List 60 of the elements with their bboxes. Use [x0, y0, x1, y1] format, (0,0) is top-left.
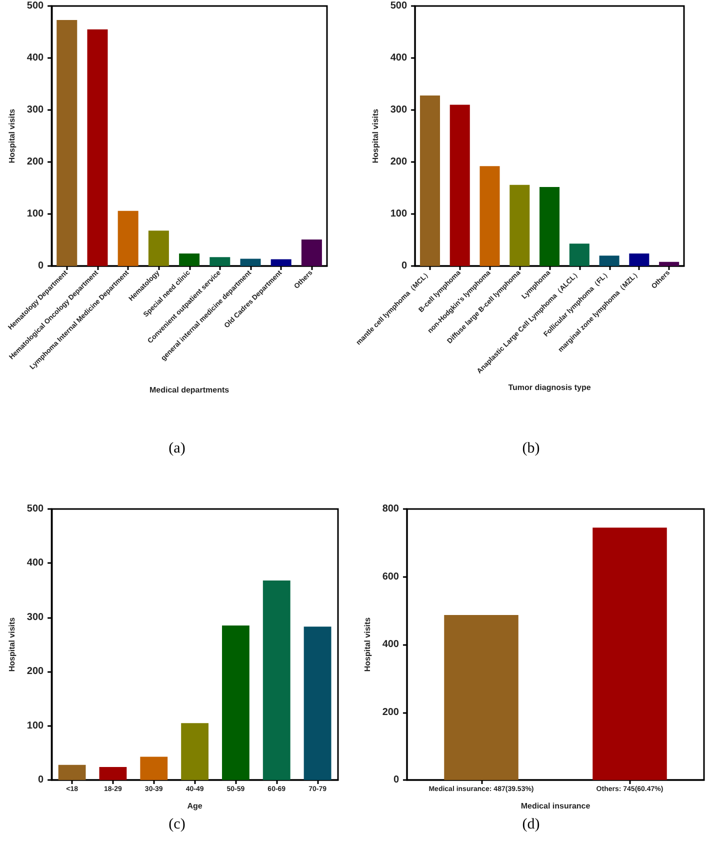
bar — [140, 756, 168, 780]
y-tick-label: 500 — [26, 504, 44, 514]
y-axis-title: Hospital visits — [370, 108, 380, 164]
y-tick-label: 400 — [26, 52, 44, 64]
y-tick-label: 400 — [382, 639, 400, 650]
bar — [420, 95, 440, 266]
y-axis-title: Hospital visits — [8, 108, 16, 164]
bar — [262, 580, 290, 780]
y-tick-label: 400 — [26, 558, 44, 569]
y-tick-label: 200 — [26, 156, 44, 168]
y-tick-label: 500 — [390, 0, 408, 12]
bar — [629, 254, 650, 266]
bar — [148, 230, 169, 266]
bar — [58, 764, 86, 780]
bar — [569, 244, 590, 266]
y-tick-label: 200 — [26, 666, 44, 678]
y-tick-label: 200 — [382, 706, 400, 718]
bar — [510, 184, 530, 266]
x-axis-title: Medical insurance — [520, 802, 591, 810]
y-tick-label: 0 — [38, 260, 44, 272]
bar — [480, 166, 500, 266]
bar — [210, 257, 230, 266]
y-tick-label: 800 — [382, 504, 400, 514]
bar — [540, 186, 560, 266]
bar — [659, 262, 680, 266]
y-tick-label: 300 — [26, 612, 44, 623]
bar — [270, 259, 292, 266]
y-tick-label: 0 — [38, 774, 44, 786]
y-tick-label: 400 — [390, 52, 408, 64]
y-tick-label: 100 — [390, 208, 408, 220]
text: (d) — [522, 816, 540, 832]
y-tick-label: 500 — [26, 0, 44, 12]
y-tick-label: 0 — [401, 260, 408, 272]
y-tick-label: 100 — [26, 720, 44, 732]
bar — [450, 104, 470, 266]
bar — [179, 254, 200, 266]
bar — [87, 29, 108, 266]
bar — [99, 766, 127, 780]
y-axis-title: Hospital visits — [362, 616, 372, 672]
y-tick-label: 200 — [390, 156, 408, 168]
y-tick-label: 0 — [393, 774, 400, 786]
bar — [222, 626, 250, 780]
bar — [599, 256, 620, 266]
x-axis-title: Tumor diagnosis type — [508, 382, 592, 392]
text: (a) — [168, 440, 186, 456]
x-axis-title: Medical departments — [150, 386, 230, 395]
y-tick-label: 300 — [26, 104, 44, 116]
bar — [118, 210, 138, 266]
text: (b) — [522, 440, 540, 456]
y-tick-label: 100 — [26, 208, 44, 220]
text: (c) — [168, 816, 186, 832]
bar — [56, 20, 78, 266]
bar — [301, 239, 322, 266]
bar — [181, 723, 208, 780]
y-tick-label: 300 — [390, 104, 408, 116]
x-axis-title: Age — [187, 802, 203, 810]
y-axis-title: Hospital visits — [8, 616, 16, 672]
bar — [304, 626, 332, 780]
bar — [240, 258, 261, 266]
y-tick-label: 600 — [382, 571, 400, 582]
